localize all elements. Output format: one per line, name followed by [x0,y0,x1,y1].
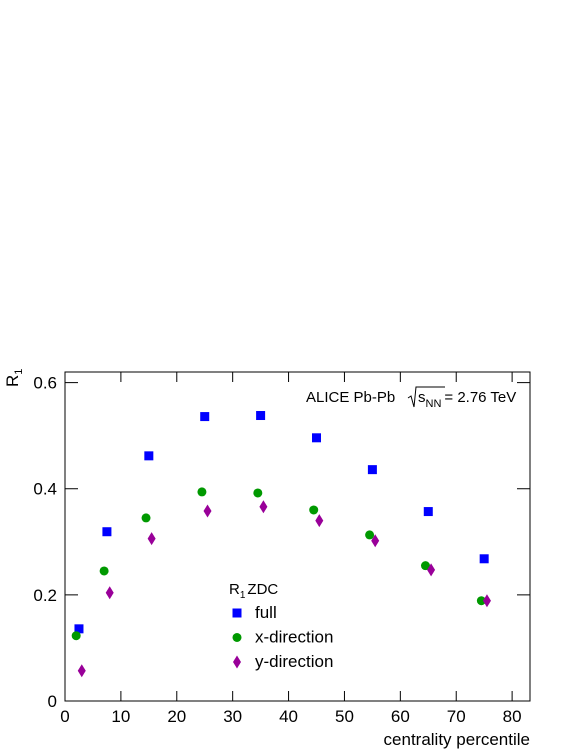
x-tick-label: 20 [167,707,186,726]
y-tick-label: 0.6 [33,374,57,393]
y-axis-title-main: R [3,375,22,387]
legend-title-main: R [229,581,240,598]
y-tick-label: 0.2 [33,586,57,605]
marker [371,534,380,548]
legend-title-sub: 1 [240,590,246,601]
marker [427,563,436,577]
marker [423,507,433,517]
x-axis-title: centrality percentile [384,730,530,749]
marker [200,412,210,422]
legend-title: R1 ZDC [229,581,278,601]
annotation-suffix: = 2.76 TeV [444,389,516,406]
annotation: ALICE Pb-Pb sNN = 2.76 TeV [306,389,516,410]
marker [365,530,375,540]
x-tick-label: 30 [223,707,242,726]
y-tick-label: 0 [48,692,57,711]
annotation-sub: NN [426,398,442,410]
y-axis-title-sub: 1 [13,369,25,375]
x-tick-label: 0 [60,707,69,726]
legend-title-suffix: ZDC [247,581,278,598]
marker [256,411,266,421]
marker [71,631,81,641]
legend-label: x-direction [255,628,333,647]
marker [259,500,268,514]
legend-label: full [255,603,277,622]
marker [99,566,109,576]
marker [102,527,112,537]
plot-frame [64,371,531,702]
marker [233,655,241,669]
x-tick-label: 80 [503,707,522,726]
x-tick-label: 10 [111,707,130,726]
marker [74,624,84,634]
marker [476,596,486,606]
marker [147,532,156,546]
annotation-prefix: ALICE Pb-Pb [306,389,395,406]
marker [482,594,491,608]
sqrt-sign [407,386,445,408]
marker [105,586,114,600]
marker [141,513,151,523]
y-axis-title: R1 [3,369,25,387]
marker [479,554,489,564]
marker [420,561,430,571]
x-tick-label: 70 [447,707,466,726]
annotation-radicand: s [418,389,426,406]
marker [253,488,263,498]
y-tick-label: 0.4 [33,480,57,499]
marker [309,505,319,515]
marker [367,465,377,475]
x-tick-label: 40 [279,707,298,726]
x-tick-label: 60 [391,707,410,726]
marker [144,451,154,461]
marker [232,633,242,642]
legend-label: y-direction [255,652,333,671]
marker [232,608,242,618]
marker [203,504,212,518]
marker [312,433,322,443]
marker [77,664,86,678]
marker [315,514,324,528]
marker [197,487,207,497]
x-tick-label: 50 [335,707,354,726]
